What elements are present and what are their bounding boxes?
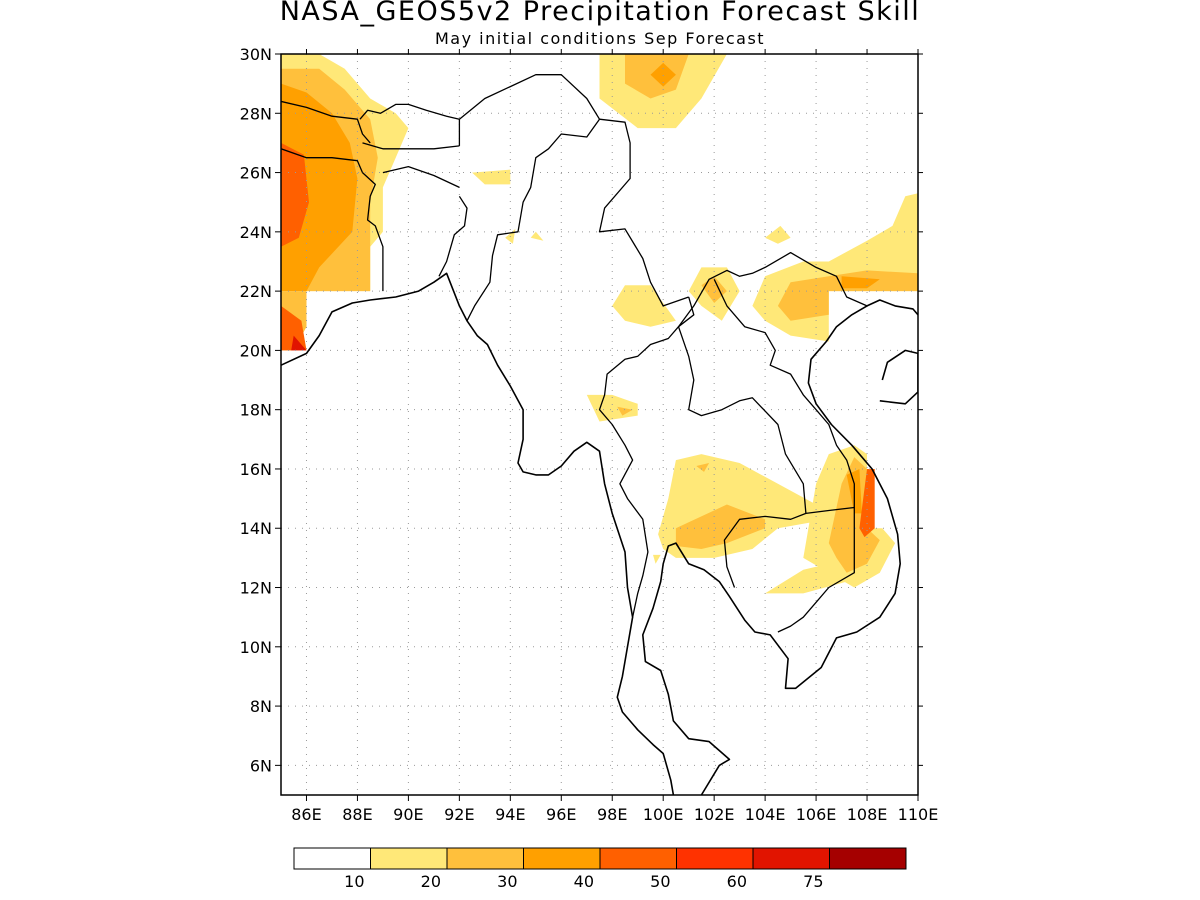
border-14 bbox=[677, 326, 807, 514]
y-tick-label-1: 8N bbox=[250, 697, 272, 716]
colorbar-swatch-3 bbox=[523, 847, 601, 870]
border-2 bbox=[362, 172, 384, 292]
border-0 bbox=[281, 100, 371, 144]
coastline-layer bbox=[281, 74, 918, 795]
colorbar-label-5: 60 bbox=[727, 872, 747, 891]
border-11 bbox=[598, 296, 695, 618]
border-8 bbox=[458, 74, 601, 120]
border-13 bbox=[713, 279, 855, 508]
skill-region-30 bbox=[653, 554, 661, 564]
x-tick-label-10: 106E bbox=[796, 805, 837, 824]
y-tick-label-9: 24N bbox=[240, 223, 272, 242]
border-9 bbox=[466, 118, 601, 322]
x-tick-label-2: 90E bbox=[393, 805, 423, 824]
colorbar: 10 20 30 40 50 60 75 bbox=[293, 847, 907, 891]
skill-region-5 bbox=[281, 305, 307, 351]
skill-region-18 bbox=[777, 270, 918, 321]
axis-ticks: 86E 88E 90E 92E 94E 96E 98E 100E 102E 104E 106E 108… bbox=[240, 45, 939, 824]
skill-region-16 bbox=[765, 225, 791, 244]
y-tick-label-0: 6N bbox=[250, 756, 272, 775]
skill-region-29 bbox=[859, 469, 875, 538]
y-tick-label-7: 20N bbox=[240, 341, 272, 360]
skill-region-17 bbox=[752, 193, 918, 342]
coastline-1 bbox=[641, 299, 918, 795]
x-tick-label-8: 102E bbox=[694, 805, 735, 824]
map-title: NASA_GEOS5v2 Precipitation Forecast Skil… bbox=[279, 0, 921, 27]
coastline-2 bbox=[879, 349, 918, 405]
border-10 bbox=[598, 118, 689, 307]
y-tick-label-2: 10N bbox=[240, 638, 272, 657]
skill-region-23 bbox=[675, 504, 766, 549]
colorbar-label-3: 40 bbox=[574, 872, 594, 891]
x-tick-label-6: 98E bbox=[597, 805, 627, 824]
skill-region-3 bbox=[281, 142, 309, 247]
x-tick-label-4: 94E bbox=[495, 805, 525, 824]
y-tick-label-5: 16N bbox=[240, 460, 272, 479]
skill-region-2 bbox=[281, 83, 358, 292]
skill-region-20 bbox=[586, 394, 638, 422]
y-tick-label-10: 26N bbox=[240, 164, 272, 183]
map-subtitle: May initial conditions Sep Forecast bbox=[434, 29, 766, 48]
coastline-0 bbox=[281, 272, 675, 795]
skill-region-9 bbox=[650, 62, 676, 87]
skill-region-21 bbox=[617, 406, 633, 416]
colorbar-swatch-2 bbox=[446, 847, 524, 870]
x-tick-label-1: 88E bbox=[342, 805, 372, 824]
x-tick-label-7: 100E bbox=[643, 805, 684, 824]
border-16 bbox=[723, 512, 807, 588]
x-tick-label-0: 86E bbox=[291, 805, 321, 824]
y-tick-label-6: 18N bbox=[240, 401, 272, 420]
x-tick-label-5: 96E bbox=[546, 805, 576, 824]
colorbar-swatch-6 bbox=[752, 847, 830, 870]
skill-region-19 bbox=[841, 276, 880, 289]
colorbar-label-4: 50 bbox=[650, 872, 670, 891]
skill-region-12 bbox=[530, 231, 544, 241]
colorbar-label-0: 10 bbox=[344, 872, 364, 891]
skill-region-10 bbox=[472, 169, 511, 185]
x-tick-label-3: 92E bbox=[444, 805, 474, 824]
colorbar-swatch-5 bbox=[676, 847, 754, 870]
colorbar-label-1: 20 bbox=[421, 872, 441, 891]
colorbar-swatch-7 bbox=[829, 847, 907, 870]
border-6 bbox=[382, 165, 460, 188]
skill-region-13 bbox=[612, 285, 676, 327]
border-7 bbox=[438, 195, 468, 277]
skill-fill-layer bbox=[281, 54, 918, 594]
skill-region-6 bbox=[291, 335, 307, 351]
border-4 bbox=[362, 142, 460, 150]
x-tick-label-12: 110E bbox=[898, 805, 939, 824]
border-3 bbox=[359, 103, 460, 120]
border-1 bbox=[281, 148, 364, 173]
colorbar-swatch-1 bbox=[370, 847, 448, 870]
colorbar-label-6: 75 bbox=[803, 872, 823, 891]
y-tick-label-8: 22N bbox=[240, 282, 272, 301]
y-tick-label-4: 14N bbox=[240, 519, 272, 538]
y-tick-label-12: 30N bbox=[240, 45, 272, 64]
colorbar-swatch-0 bbox=[293, 847, 371, 870]
skill-region-24 bbox=[696, 463, 710, 472]
colorbar-label-2: 30 bbox=[497, 872, 517, 891]
x-tick-label-11: 108E bbox=[847, 805, 888, 824]
border-12 bbox=[677, 251, 868, 328]
colorbar-swatch-4 bbox=[599, 847, 677, 870]
plot-frame bbox=[280, 53, 919, 796]
y-tick-label-11: 28N bbox=[240, 104, 272, 123]
skill-region-15 bbox=[701, 276, 727, 303]
border-15 bbox=[777, 506, 855, 633]
x-tick-label-9: 104E bbox=[745, 805, 786, 824]
y-tick-label-3: 12N bbox=[240, 579, 272, 598]
